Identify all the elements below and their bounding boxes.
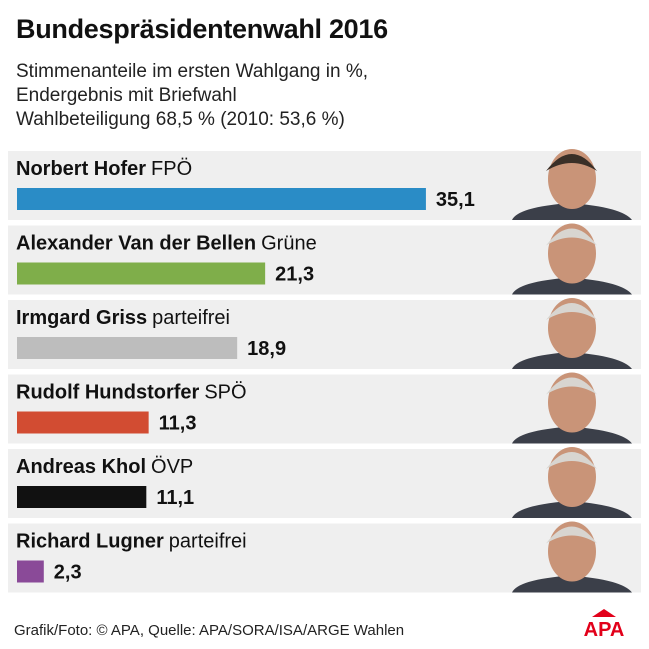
candidate-label: Rudolf Hundstorfer SPÖ [16, 382, 247, 404]
candidate-label: Norbert Hofer FPÖ [16, 158, 192, 180]
value-label: 11,1 [156, 487, 194, 509]
candidate-photo [512, 521, 632, 593]
candidate-party: parteifrei [169, 531, 247, 553]
candidate-party: parteifrei [152, 307, 230, 329]
portrait-hair [546, 377, 597, 395]
subtitle-line-1: Stimmenanteile im ersten Wahlgang in %, [16, 61, 369, 82]
candidate-name: Richard Lugner [16, 531, 164, 553]
candidate-name: Norbert Hofer [16, 158, 146, 180]
candidate-name: Irmgard Griss [16, 307, 147, 329]
source-credit: Grafik/Foto: © APA, Quelle: APA/SORA/ISA… [14, 622, 405, 639]
candidate-label: Richard Lugner parteifrei [16, 531, 247, 553]
candidate-photo [512, 447, 632, 518]
value-label: 18,9 [247, 338, 286, 360]
subtitle-line-2: Endergebnis mit Briefwahl [16, 85, 237, 106]
portrait-hair [546, 303, 597, 320]
bar [17, 560, 44, 583]
bar [17, 411, 149, 434]
bar-chart: Norbert Hofer FPÖ 35,1 Alexander Van der Be… [8, 149, 641, 593]
portrait-hair [546, 452, 597, 469]
candidate-row: Norbert Hofer FPÖ 35,1 [8, 149, 641, 220]
chart-subtitle: Stimmenanteile im ersten Wahlgang in %, … [16, 60, 368, 132]
portrait-shoulders [512, 575, 632, 593]
apa-logo-roof [592, 609, 616, 617]
bar [17, 486, 147, 508]
candidate-photo [512, 372, 632, 444]
bar [17, 188, 426, 210]
portrait-shoulders [512, 203, 632, 220]
chart-title: Bundespräsidentenwahl 2016 [16, 14, 388, 44]
bar [17, 262, 266, 285]
candidate-party: SPÖ [204, 382, 246, 404]
candidate-photo [512, 298, 632, 369]
value-label: 21,3 [275, 264, 314, 286]
candidate-name: Rudolf Hundstorfer [16, 382, 200, 404]
apa-logo-text: APA [584, 619, 625, 639]
candidate-label: Alexander Van der Bellen Grüne [16, 233, 317, 255]
candidate-party: FPÖ [151, 158, 192, 180]
candidate-row: Alexander Van der Bellen Grüne 21,3 [8, 223, 641, 295]
candidate-row: Richard Lugner parteifrei 2,3 [8, 521, 641, 593]
candidate-row: Andreas Khol ÖVP 11,1 [8, 447, 641, 518]
candidate-name: Alexander Van der Bellen [16, 233, 256, 255]
value-label: 2,3 [54, 562, 82, 584]
candidate-row: Rudolf Hundstorfer SPÖ 11,3 [8, 372, 641, 444]
portrait-hair [546, 154, 597, 171]
portrait-shoulders [512, 352, 632, 369]
portrait-shoulders [512, 426, 632, 444]
value-label: 35,1 [436, 189, 475, 211]
subtitle-line-3: Wahlbeteiligung 68,5 % (2010: 53,6 %) [16, 109, 345, 130]
portrait-shoulders [512, 501, 632, 518]
portrait-shoulders [512, 277, 632, 295]
bar [17, 337, 238, 359]
candidate-name: Andreas Khol [16, 456, 146, 478]
candidate-photo [512, 149, 632, 220]
candidate-party: Grüne [261, 233, 317, 255]
value-label: 11,3 [159, 413, 197, 435]
apa-logo: APA [584, 609, 625, 639]
candidate-party: ÖVP [151, 456, 193, 478]
candidate-label: Irmgard Griss parteifrei [16, 307, 230, 329]
candidate-label: Andreas Khol ÖVP [16, 456, 193, 478]
candidate-row: Irmgard Griss parteifrei 18,9 [8, 298, 641, 369]
candidate-photo [512, 223, 632, 295]
portrait-hair [546, 228, 597, 246]
portrait-hair [546, 526, 597, 544]
